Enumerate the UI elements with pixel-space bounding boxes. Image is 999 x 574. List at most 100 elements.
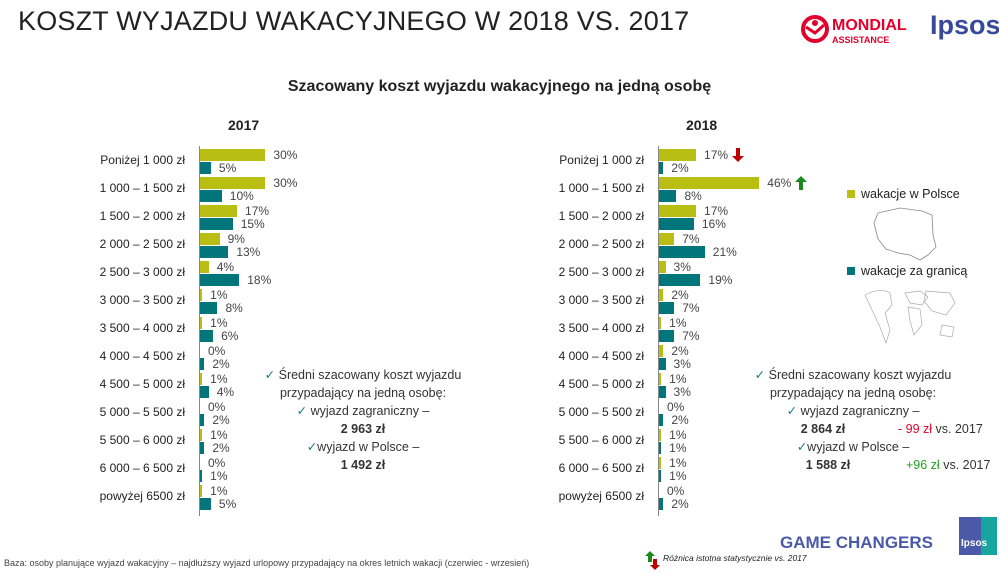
bar-abroad <box>200 302 218 314</box>
bar-abroad <box>200 470 203 482</box>
data-label: 0% <box>208 344 226 358</box>
data-label: 2% <box>671 161 689 175</box>
category-label: 3 000 – 3 500 zł <box>99 293 185 307</box>
category-label: 2 500 – 3 000 zł <box>99 265 185 279</box>
data-label: 7% <box>682 301 700 315</box>
bar-abroad <box>659 274 701 286</box>
legend-swatch <box>847 267 855 275</box>
legend-abroad: wakacje za granicą <box>847 264 967 278</box>
category-label: Poniżej 1 000 zł <box>559 153 644 167</box>
data-label: 4% <box>216 260 235 274</box>
data-label: 1% <box>210 288 228 302</box>
bar-poland <box>659 373 662 385</box>
data-label: 2% <box>212 357 230 371</box>
poland-diff: +96 zł vs. 2017 <box>906 456 990 474</box>
bar-abroad <box>659 302 675 314</box>
world-map-icon <box>864 290 956 345</box>
check-icon: ✓ <box>296 404 311 418</box>
data-label: 46% <box>767 176 792 190</box>
category-label: 1 500 – 2 000 zł <box>99 209 185 223</box>
bar-poland <box>200 205 238 217</box>
data-label: 8% <box>225 301 243 315</box>
bar-abroad <box>659 218 694 230</box>
category-label: 4 500 – 5 000 zł <box>99 377 185 391</box>
mondial-logo-icon <box>801 15 829 43</box>
bar-abroad <box>200 162 211 174</box>
category-label: 6 000 – 6 500 zł <box>99 461 185 475</box>
abroad-diff: - 99 zł vs. 2017 <box>898 420 983 438</box>
category-label: 1 000 – 1 500 zł <box>558 181 644 195</box>
data-label: 1% <box>669 469 687 483</box>
significance-arrows-icon <box>645 551 660 570</box>
diff-value: - 99 zł <box>898 422 933 436</box>
bar-abroad <box>659 190 677 202</box>
bar-abroad <box>659 414 664 426</box>
data-label: 1% <box>210 469 228 483</box>
check-icon: ✓ <box>754 368 769 382</box>
bar-abroad <box>659 386 666 398</box>
data-label: 1% <box>669 441 687 455</box>
check-icon: ✓ <box>796 440 808 454</box>
category-label: 2 000 – 2 500 zł <box>558 237 644 251</box>
data-label: 1% <box>210 316 228 330</box>
data-label: 9% <box>227 232 245 246</box>
data-label: 16% <box>701 217 726 231</box>
bar-abroad <box>659 246 705 258</box>
data-label: 2% <box>671 497 689 511</box>
bar-poland <box>659 289 664 301</box>
data-label: 19% <box>708 273 733 287</box>
notes-2018: ✓ Średni szacowany koszt wyjazdu przypad… <box>738 366 968 474</box>
category-label: 3 500 – 4 000 zł <box>99 321 185 335</box>
bar-poland <box>200 261 209 273</box>
note-text: przypadający na jedną osobę: <box>769 386 937 400</box>
bar-abroad <box>200 218 233 230</box>
check-icon: ✓ <box>786 404 801 418</box>
notes-2017: ✓ Średni szacowany koszt wyjazdu przypad… <box>248 366 478 474</box>
bar-abroad <box>200 358 205 370</box>
abroad-value: 2 864 zł <box>800 422 846 436</box>
check-icon: ✓ <box>306 440 318 454</box>
data-label: 7% <box>682 232 700 246</box>
data-label: 13% <box>236 245 261 259</box>
bar-poland <box>659 149 697 161</box>
bar-poland <box>200 233 220 245</box>
data-label: 7% <box>682 329 700 343</box>
data-label: 1% <box>669 428 687 442</box>
note-text: Średni szacowany koszt wyjazdu <box>278 368 462 382</box>
data-label: 17% <box>704 148 729 162</box>
bar-abroad <box>200 330 214 342</box>
check-icon: ✓ <box>264 368 279 382</box>
data-label: 2% <box>671 344 689 358</box>
ipsos-badge-text: Ipsos <box>961 538 988 549</box>
category-label: 5 000 – 5 500 zł <box>99 405 185 419</box>
data-label: 3% <box>673 357 691 371</box>
base-note: Baza: osoby planujące wyjazd wakacyjny –… <box>4 558 530 568</box>
category-label: powyżej 6500 zł <box>99 489 185 503</box>
note-text: Średni szacowany koszt wyjazdu <box>768 368 952 382</box>
bar-abroad <box>200 414 205 426</box>
vs-label: vs. 2017 <box>935 422 983 436</box>
data-label: 1% <box>669 456 687 470</box>
bar-abroad <box>200 386 209 398</box>
category-label: 1 500 – 2 000 zł <box>558 209 644 223</box>
ipsos-badge: Ipsos <box>959 517 997 555</box>
bar-poland <box>200 429 203 441</box>
year-2017: 2017 <box>228 117 260 133</box>
bar-poland <box>659 261 666 273</box>
note-text: wyjazd zagraniczny – <box>310 404 430 418</box>
abroad-value: 2 963 zł <box>340 422 386 436</box>
bar-abroad <box>200 274 240 286</box>
note-text: wyjazd w Polsce – <box>807 440 910 454</box>
bar-poland <box>659 429 662 441</box>
data-label: 10% <box>229 189 254 203</box>
data-label: 21% <box>712 245 737 259</box>
bar-abroad <box>659 358 666 370</box>
legend-swatch <box>847 190 855 198</box>
data-label: 30% <box>273 176 298 190</box>
data-label: 2% <box>212 413 230 427</box>
category-label: 4 000 – 4 500 zł <box>558 349 644 363</box>
bar-abroad <box>659 162 664 174</box>
bar-poland <box>659 457 662 469</box>
arrow-up-icon <box>795 176 808 190</box>
data-label: 17% <box>245 204 270 218</box>
